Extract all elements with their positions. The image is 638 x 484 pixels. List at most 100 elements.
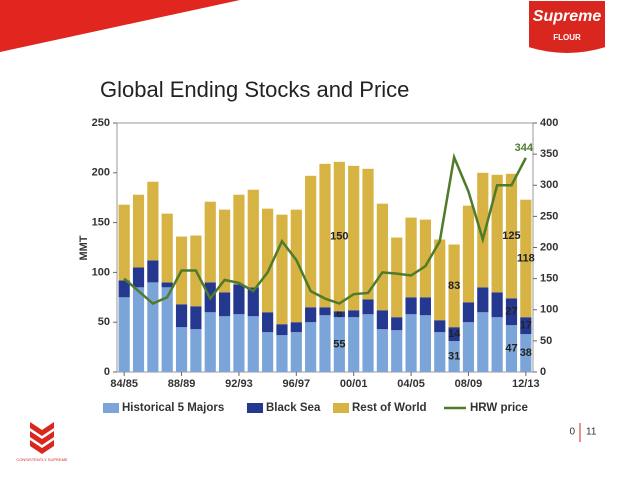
x-tick-label: 04/05 xyxy=(397,378,425,390)
data-label: 31 xyxy=(448,350,460,362)
data-label: 14 xyxy=(448,328,461,340)
bar-segment xyxy=(505,298,518,326)
bar-segment xyxy=(462,322,475,372)
bar-segment xyxy=(290,332,302,372)
bar-segment xyxy=(520,199,532,318)
bar-segment xyxy=(218,292,231,317)
legend-swatch xyxy=(103,403,119,413)
bar-segment xyxy=(262,312,274,333)
bar-segment xyxy=(391,317,403,331)
data-label: 83 xyxy=(448,280,460,292)
bar-segment xyxy=(419,297,432,316)
x-tick-label: 00/01 xyxy=(340,378,368,390)
bar-segment xyxy=(448,244,460,328)
x-tick-label: 84/85 xyxy=(110,378,138,390)
bar-segment xyxy=(247,189,259,288)
bar-segment xyxy=(190,306,202,330)
bar-segment xyxy=(132,287,145,372)
data-label: 125 xyxy=(502,230,520,242)
footer-logo: CONSISTENTLY SUPREME xyxy=(16,422,68,462)
bar-segment xyxy=(290,322,302,333)
y2-tick-label: 50 xyxy=(540,335,552,347)
legend-label: Black Sea xyxy=(266,402,321,414)
bar-segment xyxy=(233,314,245,372)
x-tick-label: 12/13 xyxy=(512,378,540,390)
brand-logo: Supreme FLOUR xyxy=(527,0,607,55)
bar-segment xyxy=(491,292,503,318)
bar-segment xyxy=(247,287,259,317)
y2-tick-label: 0 xyxy=(540,366,546,378)
chevron-icon xyxy=(30,422,54,454)
bar-segment xyxy=(132,267,145,288)
y-axis-label: MMT xyxy=(78,235,90,260)
bar-segment xyxy=(348,317,360,372)
y-tick-label: 250 xyxy=(92,117,110,129)
bar-segment xyxy=(434,239,446,321)
bar-segment xyxy=(319,163,331,308)
x-tick-label: 88/89 xyxy=(168,378,196,390)
data-label: 55 xyxy=(333,339,345,351)
data-label: 150 xyxy=(330,230,348,242)
bar-segment xyxy=(305,307,317,323)
bar-segment xyxy=(462,302,475,323)
bar-segment xyxy=(233,284,245,315)
bar-segment xyxy=(405,297,417,315)
bar-segment xyxy=(405,217,417,298)
y-tick-label: 0 xyxy=(104,366,110,378)
footer-logo-text: CONSISTENTLY SUPREME xyxy=(16,457,68,462)
price-line xyxy=(123,152,527,305)
bar-segment xyxy=(376,310,388,330)
bar-segment xyxy=(161,287,173,372)
bar-segment xyxy=(204,312,216,372)
bar-segment xyxy=(477,287,489,313)
data-label: 118 xyxy=(517,252,535,264)
data-label: 27 xyxy=(505,306,517,318)
corner-band xyxy=(0,0,240,52)
bar-segment xyxy=(491,174,503,293)
bar-segment xyxy=(477,172,489,288)
bar-segment xyxy=(391,330,403,372)
slide-title: Global Ending Stocks and Price xyxy=(100,77,409,102)
bar-segment xyxy=(276,335,288,372)
bar-segment xyxy=(362,299,374,315)
line-label: 344 xyxy=(515,142,534,154)
bar-segment xyxy=(448,341,460,372)
bar-segment xyxy=(434,332,446,372)
bar-segment xyxy=(175,327,188,372)
bar-segment xyxy=(376,329,388,372)
bar-segment xyxy=(218,316,231,372)
bar-segment xyxy=(305,322,317,372)
legend-label: Rest of World xyxy=(352,402,427,414)
bar-segment xyxy=(218,209,231,293)
bar-segment xyxy=(348,165,360,311)
x-tick-label: 92/93 xyxy=(225,378,253,390)
data-label: 47 xyxy=(505,343,517,355)
bar-segment xyxy=(147,282,159,372)
bar-segment xyxy=(505,325,518,372)
bar-segment xyxy=(319,307,331,316)
y-tick-label: 150 xyxy=(92,217,110,229)
bar-segment xyxy=(362,314,374,372)
bar-segment xyxy=(419,315,432,372)
bar-segment xyxy=(305,175,317,308)
logo-sub: FLOUR xyxy=(553,33,581,42)
bar-segment xyxy=(520,334,532,372)
bar-segment xyxy=(505,173,518,299)
y2-tick-label: 400 xyxy=(540,117,558,129)
bar-segment xyxy=(391,237,403,318)
data-label: 38 xyxy=(520,347,532,359)
bar-segment xyxy=(161,213,173,283)
bar-segment xyxy=(333,311,345,318)
y-tick-label: 200 xyxy=(92,167,110,179)
legend-label: Historical 5 Majors xyxy=(122,402,224,414)
x-tick-label: 08/09 xyxy=(455,378,483,390)
bar-segment xyxy=(147,181,159,261)
bar-segment xyxy=(333,161,345,312)
bar-segment xyxy=(262,332,274,372)
y2-tick-label: 300 xyxy=(540,179,558,191)
bar-segment xyxy=(247,316,259,372)
bar-segment xyxy=(276,324,288,336)
y2-tick-label: 100 xyxy=(540,304,558,316)
y2-tick-label: 350 xyxy=(540,148,558,160)
